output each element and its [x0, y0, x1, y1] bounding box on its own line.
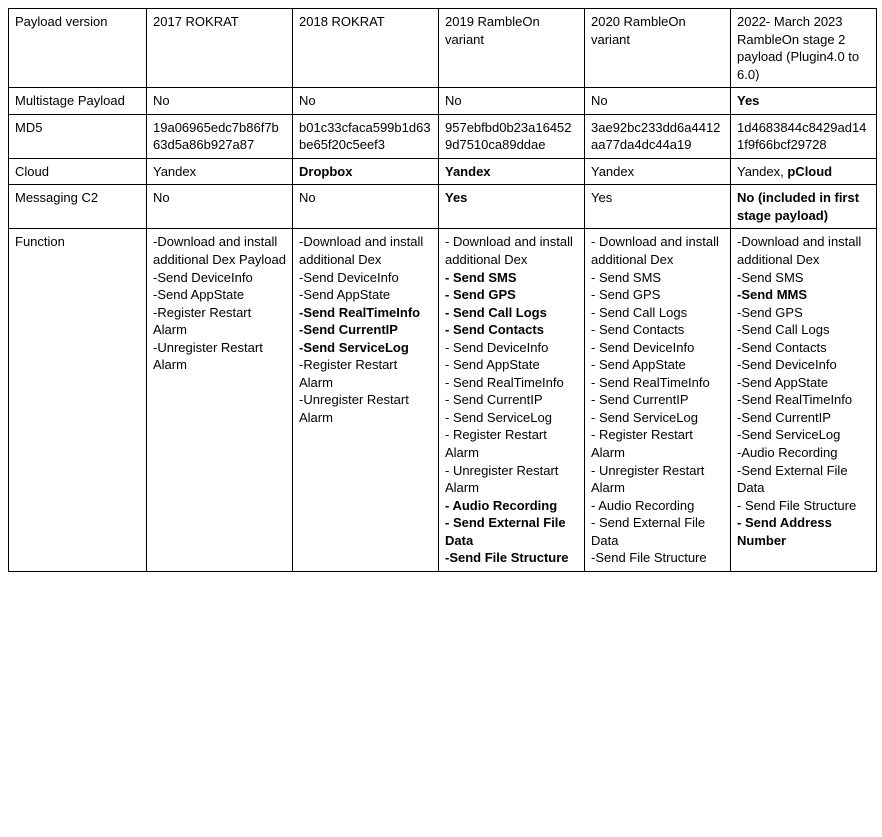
table-cell: Dropbox — [293, 158, 439, 185]
table-cell: Yandex — [439, 158, 585, 185]
table-cell: b01c33cfaca599b1d63be65f20c5eef3 — [293, 114, 439, 158]
table-cell: No — [147, 185, 293, 229]
table-cell: -Download and install additional Dex-Sen… — [731, 229, 877, 571]
table-cell: Yes — [731, 88, 877, 115]
table-cell: No — [439, 88, 585, 115]
header-2019: 2019 RambleOn variant — [439, 9, 585, 88]
table-cell: No (included in first stage payload) — [731, 185, 877, 229]
table-cell: No — [147, 88, 293, 115]
header-2018: 2018 ROKRAT — [293, 9, 439, 88]
table-cell: Multistage Payload — [9, 88, 147, 115]
table-row: Multistage PayloadNoNoNoNoYes — [9, 88, 877, 115]
table-cell: Yandex — [585, 158, 731, 185]
table-cell: 1d4683844c8429ad141f9f66bcf29728 — [731, 114, 877, 158]
table-row: Messaging C2NoNoYesYesNo (included in fi… — [9, 185, 877, 229]
table-cell: Yes — [439, 185, 585, 229]
table-cell: Messaging C2 — [9, 185, 147, 229]
table-header-row: Payload version 2017 ROKRAT 2018 ROKRAT … — [9, 9, 877, 88]
table-cell: 3ae92bc233dd6a4412aa77da4dc44a19 — [585, 114, 731, 158]
table-cell: No — [293, 185, 439, 229]
table-cell: Yes — [585, 185, 731, 229]
table-cell: MD5 — [9, 114, 147, 158]
header-2020: 2020 RambleOn variant — [585, 9, 731, 88]
table-cell: No — [293, 88, 439, 115]
table-cell: -Download and install additional Dex Pay… — [147, 229, 293, 571]
table-row: MD519a06965edc7b86f7b63d5a86b927a87b01c3… — [9, 114, 877, 158]
table-cell: - Download and install additional Dex- S… — [585, 229, 731, 571]
table-cell: Yandex, pCloud — [731, 158, 877, 185]
table-row: Function-Download and install additional… — [9, 229, 877, 571]
header-label: Payload version — [9, 9, 147, 88]
table-cell: Yandex — [147, 158, 293, 185]
header-2017: 2017 ROKRAT — [147, 9, 293, 88]
table-cell: Cloud — [9, 158, 147, 185]
table-cell: No — [585, 88, 731, 115]
table-cell: Function — [9, 229, 147, 571]
table-cell: - Download and install additional Dex- S… — [439, 229, 585, 571]
table-cell: 19a06965edc7b86f7b63d5a86b927a87 — [147, 114, 293, 158]
table-cell: 957ebfbd0b23a164529d7510ca89ddae — [439, 114, 585, 158]
header-2022: 2022- March 2023 RambleOn stage 2 payloa… — [731, 9, 877, 88]
table-row: CloudYandexDropboxYandexYandexYandex, pC… — [9, 158, 877, 185]
comparison-table: Payload version 2017 ROKRAT 2018 ROKRAT … — [8, 8, 877, 572]
table-cell: -Download and install additional Dex-Sen… — [293, 229, 439, 571]
